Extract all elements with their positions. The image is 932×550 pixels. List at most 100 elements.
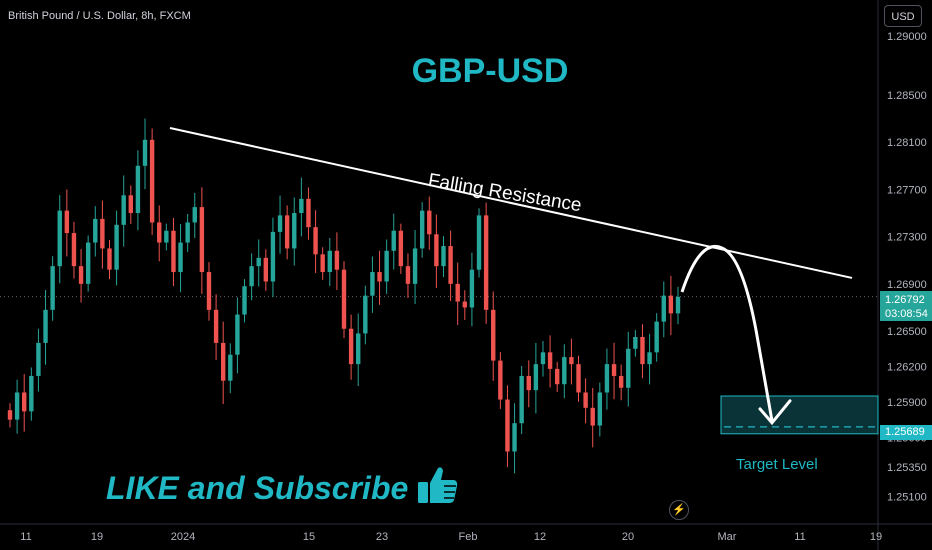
candle-body [128, 195, 134, 214]
candle-body [157, 222, 162, 243]
candle-body [398, 230, 404, 267]
candle-body [427, 210, 432, 235]
current-price-value: 1.26792 [885, 294, 925, 306]
candle-body [469, 269, 475, 308]
candle-body [540, 352, 546, 365]
price-tick-label: 1.28100 [887, 137, 927, 149]
candle-body [341, 269, 347, 329]
candle-body [462, 301, 468, 308]
candle-body [78, 266, 84, 284]
candle-body [93, 218, 98, 243]
candle-body [590, 407, 595, 426]
time-tick-label: 20 [622, 531, 634, 543]
candle-body [327, 250, 332, 273]
candle-body [299, 198, 304, 214]
candle-body [107, 248, 112, 270]
time-tick-label: 19 [91, 531, 103, 543]
projection-arrow [680, 245, 774, 422]
candle-body [334, 250, 340, 270]
time-tick-label: 23 [376, 531, 388, 543]
candle-body [149, 139, 155, 223]
candle-body [640, 336, 645, 365]
candle-body [313, 227, 318, 255]
target-price-tag: 1.25689 [880, 425, 932, 440]
candle-body [263, 257, 269, 282]
candle-body [441, 246, 446, 267]
candle-body [185, 222, 190, 243]
candle-body [583, 392, 588, 408]
chart-title: GBP-USD [411, 52, 569, 90]
time-tick-label: 11 [20, 531, 31, 543]
candle-body [419, 210, 425, 249]
candle-body [647, 352, 652, 365]
like-subscribe-text: LIKE and Subscribe [106, 465, 459, 507]
candle-body [171, 230, 176, 273]
price-tick-label: 1.25350 [887, 462, 927, 474]
candle-body [114, 224, 119, 270]
candle-body [654, 321, 659, 353]
candle-body [512, 423, 517, 452]
candle-body [256, 257, 261, 267]
price-tick-label: 1.25100 [887, 491, 927, 503]
candle-body [85, 242, 91, 284]
candle-body [668, 295, 674, 314]
candle-body [135, 165, 141, 214]
time-tick-label: 11 [794, 531, 805, 543]
candle-body [626, 348, 631, 388]
candle-body [306, 198, 311, 228]
candle-body [57, 210, 62, 267]
candle-body [29, 375, 34, 412]
candle-body [206, 272, 212, 310]
candle-body [192, 207, 197, 223]
candle-body [235, 314, 240, 355]
candle-body [434, 234, 439, 267]
like-subscribe-label: LIKE and Subscribe [106, 470, 409, 506]
candle-body [36, 342, 41, 376]
candle-body [228, 354, 233, 381]
time-tick-label: 15 [303, 531, 315, 543]
candle-body [633, 336, 638, 349]
time-tick-label: 19 [870, 531, 882, 543]
falling-resistance-line [169, 127, 853, 279]
candle-body [491, 309, 496, 361]
candle-body [604, 364, 610, 393]
time-tick-label: 12 [534, 531, 546, 543]
candle-body [363, 295, 368, 334]
time-tick-label: Feb [459, 531, 478, 543]
candle-body [100, 218, 105, 249]
candle-body [71, 233, 77, 267]
thumbs-up-icon [418, 467, 458, 503]
currency-button[interactable]: USD [884, 5, 922, 27]
candle-body [455, 283, 460, 302]
candle-body [661, 295, 666, 322]
candle-body [50, 266, 55, 310]
target-level-label: Target Level [736, 456, 818, 473]
symbol-label: British Pound / U.S. Dollar, 8h, FXCM [8, 10, 191, 22]
price-tick-label: 1.26200 [887, 362, 927, 374]
candle-body [675, 296, 681, 314]
price-tick-label: 1.27300 [887, 232, 927, 244]
price-tick-label: 1.27700 [887, 184, 927, 196]
time-tick-label: 2024 [171, 531, 195, 543]
lightning-icon[interactable]: ⚡ [669, 500, 689, 520]
candle-body [249, 266, 254, 287]
candle-body [164, 230, 169, 243]
candle-body [547, 352, 553, 369]
candle-body [220, 342, 226, 381]
candle-body [483, 215, 489, 310]
candle-body [22, 392, 27, 412]
candle-body [533, 364, 539, 391]
candle-body [142, 139, 148, 166]
price-tick-label: 1.25900 [887, 397, 927, 409]
candle-body [576, 364, 581, 393]
candle-body [14, 392, 20, 420]
candle-body [569, 357, 574, 365]
candle-body [284, 215, 290, 249]
price-tick-label: 1.29000 [887, 31, 927, 43]
candle-body [199, 207, 205, 273]
candle-body [391, 230, 396, 251]
candle-body [121, 195, 126, 225]
candle-body [292, 213, 297, 249]
